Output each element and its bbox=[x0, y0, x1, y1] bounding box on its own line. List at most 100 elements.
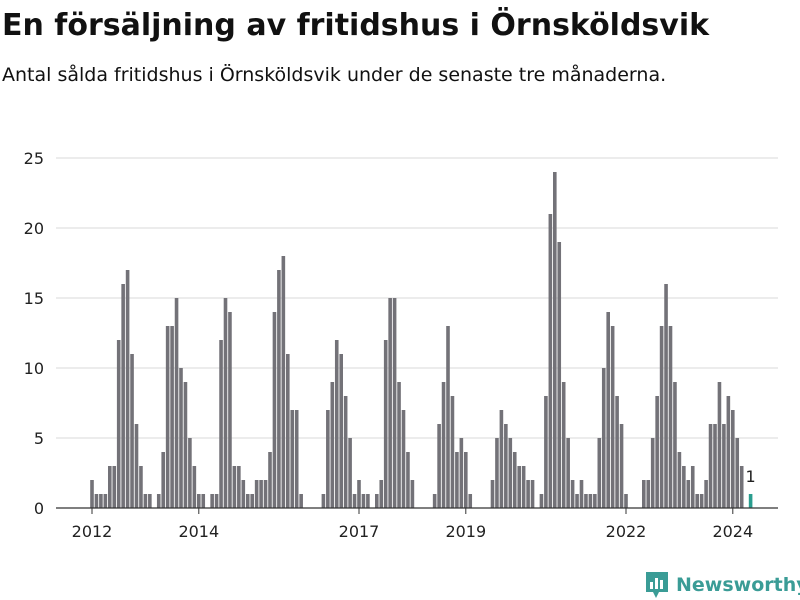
x-tick-label: 2022 bbox=[606, 522, 647, 541]
bar bbox=[597, 438, 602, 508]
bar bbox=[156, 494, 161, 508]
bar bbox=[619, 424, 624, 508]
bar bbox=[588, 494, 593, 508]
bar bbox=[112, 466, 117, 508]
bar bbox=[646, 480, 651, 508]
bar bbox=[517, 466, 521, 508]
bar bbox=[695, 494, 699, 508]
bar bbox=[192, 466, 197, 508]
bar-latest bbox=[748, 494, 753, 508]
bar bbox=[432, 494, 437, 508]
bar bbox=[125, 270, 130, 508]
bar bbox=[521, 466, 526, 508]
y-tick-label: 20 bbox=[24, 219, 44, 238]
bar bbox=[539, 494, 544, 508]
bar bbox=[668, 326, 673, 508]
bar bbox=[615, 396, 619, 508]
bar bbox=[348, 438, 352, 508]
bar bbox=[570, 480, 575, 508]
bar bbox=[642, 480, 646, 508]
bar bbox=[553, 172, 557, 508]
bar bbox=[593, 494, 597, 508]
bar bbox=[682, 466, 686, 508]
bar bbox=[388, 298, 392, 508]
bar bbox=[290, 410, 295, 508]
bar bbox=[450, 396, 455, 508]
bar bbox=[94, 494, 99, 508]
bar bbox=[406, 452, 410, 508]
bar bbox=[508, 438, 513, 508]
bar bbox=[526, 480, 530, 508]
bar bbox=[116, 340, 121, 508]
bar bbox=[601, 368, 606, 508]
bar bbox=[735, 438, 740, 508]
bar bbox=[254, 480, 259, 508]
newsworthy-logo: Newsworthy bbox=[644, 570, 800, 600]
bar bbox=[437, 424, 441, 508]
bar bbox=[464, 452, 468, 508]
bar bbox=[606, 312, 610, 508]
bar bbox=[108, 466, 112, 508]
bar bbox=[397, 382, 401, 508]
bar bbox=[495, 438, 499, 508]
x-tick-label: 2019 bbox=[445, 522, 486, 541]
bar bbox=[201, 494, 206, 508]
bar bbox=[383, 340, 388, 508]
bar bbox=[103, 494, 108, 508]
bar bbox=[361, 494, 366, 508]
bar bbox=[410, 480, 415, 508]
bar bbox=[139, 466, 143, 508]
bar bbox=[659, 326, 664, 508]
bar bbox=[544, 396, 548, 508]
bar bbox=[713, 424, 717, 508]
chart-subtitle: Antal sålda fritidshus i Örnsköldsvik un… bbox=[2, 64, 667, 86]
bar bbox=[357, 480, 361, 508]
bar bbox=[299, 494, 303, 508]
bar bbox=[739, 466, 744, 508]
bar bbox=[561, 382, 566, 508]
y-tick-label: 25 bbox=[24, 149, 44, 168]
bar bbox=[326, 410, 330, 508]
bar bbox=[468, 494, 473, 508]
bar bbox=[121, 284, 125, 508]
bar bbox=[281, 256, 286, 508]
bar bbox=[499, 410, 504, 508]
bar bbox=[286, 354, 290, 508]
y-tick-label: 5 bbox=[34, 429, 44, 448]
bar bbox=[99, 494, 103, 508]
bar bbox=[263, 480, 268, 508]
bar bbox=[726, 396, 731, 508]
bar bbox=[575, 494, 579, 508]
bar bbox=[530, 480, 535, 508]
bar bbox=[130, 354, 134, 508]
x-tick-label: 2014 bbox=[178, 522, 219, 541]
bar bbox=[161, 452, 165, 508]
bar bbox=[512, 452, 517, 508]
bar bbox=[731, 410, 735, 508]
bar bbox=[446, 326, 450, 508]
x-tick-label: 2012 bbox=[72, 522, 113, 541]
bar bbox=[148, 494, 152, 508]
bar bbox=[334, 340, 339, 508]
bar bbox=[237, 466, 241, 508]
bar bbox=[459, 438, 464, 508]
bar bbox=[352, 494, 357, 508]
bar bbox=[610, 326, 615, 508]
bar bbox=[268, 452, 272, 508]
bar bbox=[441, 382, 446, 508]
bar bbox=[566, 438, 570, 508]
bar bbox=[219, 340, 223, 508]
data-label-latest: 1 bbox=[746, 467, 756, 486]
bar bbox=[455, 452, 459, 508]
x-tick-label: 2017 bbox=[339, 522, 380, 541]
bar bbox=[330, 382, 335, 508]
bar bbox=[686, 480, 691, 508]
bar bbox=[366, 494, 370, 508]
bar bbox=[170, 326, 174, 508]
bar bbox=[277, 270, 281, 508]
y-tick-label: 0 bbox=[34, 499, 44, 518]
bar bbox=[339, 354, 343, 508]
y-tick-label: 10 bbox=[24, 359, 44, 378]
y-tick-label: 15 bbox=[24, 289, 44, 308]
